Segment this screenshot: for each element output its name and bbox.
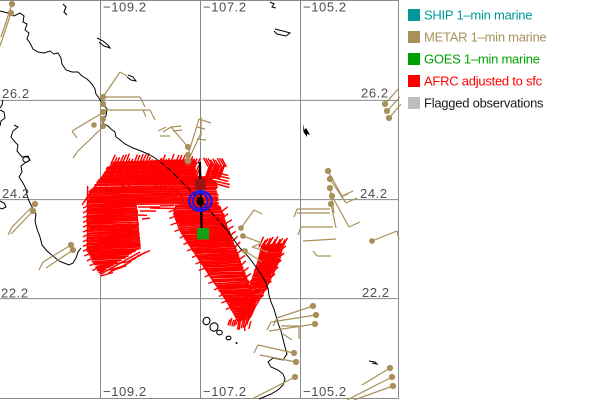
- svg-text:−105.2: −105.2: [303, 384, 347, 399]
- svg-text:24.2: 24.2: [360, 186, 388, 201]
- svg-text:SHIP 1–min marine: SHIP 1–min marine: [424, 8, 532, 23]
- svg-text:24.2: 24.2: [2, 186, 30, 201]
- svg-text:METAR 1–min marine: METAR 1–min marine: [424, 30, 546, 45]
- svg-text:AFRC adjusted to sfc: AFRC adjusted to sfc: [424, 74, 543, 89]
- svg-text:−107.2: −107.2: [203, 0, 247, 15]
- svg-text:22.2: 22.2: [1, 286, 29, 301]
- svg-text:26.2: 26.2: [2, 86, 30, 101]
- svg-text:−105.2: −105.2: [303, 0, 347, 15]
- svg-text:−109.2: −109.2: [103, 384, 147, 399]
- svg-text:Flagged observations: Flagged observations: [424, 96, 544, 111]
- svg-text:−109.2: −109.2: [103, 0, 147, 15]
- svg-text:22.2: 22.2: [362, 285, 390, 300]
- svg-text:GOES 1–min marine: GOES 1–min marine: [424, 52, 540, 67]
- svg-text:−107.2: −107.2: [203, 384, 247, 399]
- svg-text:26.2: 26.2: [361, 86, 389, 101]
